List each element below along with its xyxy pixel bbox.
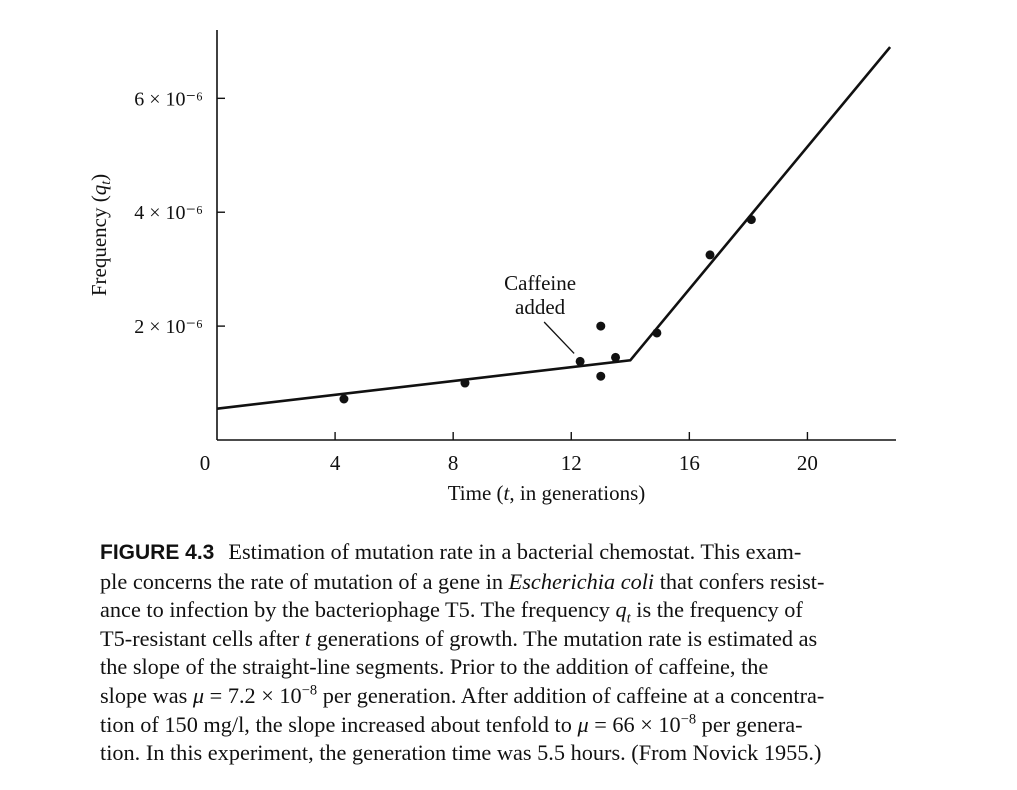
y-tick-label: 4 × 10⁻⁶: [134, 202, 203, 224]
y-axis-label: Frequency (qt): [87, 174, 114, 296]
data-point: [705, 250, 715, 260]
data-point: [746, 215, 756, 225]
data-point: [596, 371, 606, 381]
data-point: [652, 328, 662, 338]
figure-caption: FIGURE 4.3 Estimation of mutation rate in…: [100, 539, 825, 766]
y-tick-label: 6 × 10⁻⁶: [134, 88, 203, 110]
data-point: [339, 394, 349, 404]
data-point: [611, 352, 621, 362]
annotation-leader-line: [543, 321, 575, 354]
figure-label: FIGURE 4.3: [100, 541, 215, 564]
data-point: [575, 356, 585, 366]
chart: 0 4 8 12 16 20 2 × 10⁻⁶ 4 × 10⁻⁶ 6 × 10⁻⁶ Time (t…: [87, 30, 896, 505]
x-tick-label: 16: [679, 451, 700, 475]
data-point: [596, 321, 606, 331]
annotation-text: Caffeine: [504, 271, 576, 295]
data-point: [460, 378, 470, 388]
fit-line: [216, 46, 892, 410]
annotation-text: added: [515, 295, 566, 319]
x-axis-label: Time (t, in generations): [448, 481, 646, 505]
data-points: [339, 215, 756, 404]
x-tick-label: 12: [561, 451, 582, 475]
x-tick-label: 4: [330, 451, 341, 475]
x-tick-label: 8: [448, 451, 459, 475]
y-tick-label: 2 × 10⁻⁶: [134, 316, 203, 338]
fit-line-group: [216, 46, 892, 410]
x-tick-label: 20: [797, 451, 818, 475]
axes: 0 4 8 12 16 20 2 × 10⁻⁶ 4 × 10⁻⁶ 6 × 10⁻⁶ Time (t…: [87, 30, 896, 505]
x-tick-label: 0: [200, 451, 211, 475]
